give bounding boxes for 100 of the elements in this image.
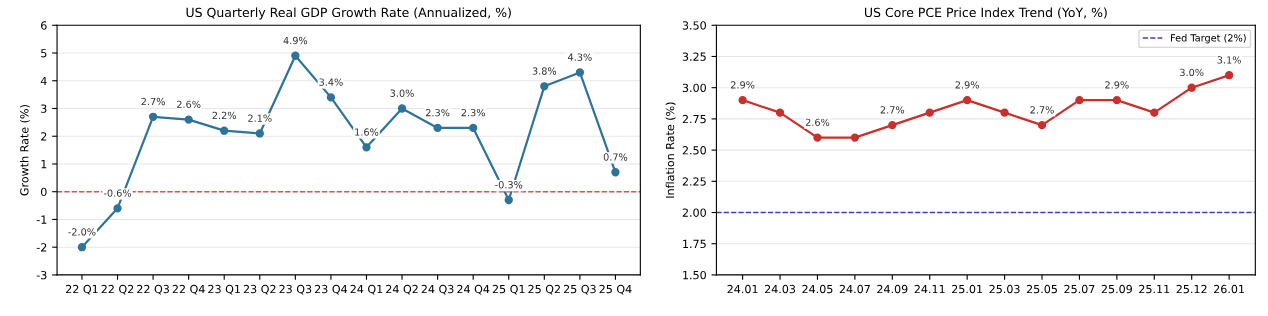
point xyxy=(77,243,87,252)
data-label: 2.3% xyxy=(461,108,485,117)
x-tick-label: 25.12 xyxy=(1176,284,1207,294)
y-tick-label: 1.50 xyxy=(683,270,706,280)
data-label: 3.4% xyxy=(319,78,343,86)
point xyxy=(1037,120,1047,130)
point xyxy=(962,96,972,105)
point xyxy=(738,96,747,105)
x-tick-label: 25.09 xyxy=(1101,284,1132,294)
y-axis-title: Inflation Rate (%) xyxy=(665,102,676,198)
y-axis-title: Growth Rate (%) xyxy=(19,105,30,196)
y-tick-label: -2 xyxy=(36,243,47,252)
x-tick-label: 23 Q2 xyxy=(243,284,276,295)
x-tick-label: 24 Q3 xyxy=(421,284,454,295)
point xyxy=(611,168,620,177)
x-tick-label: 24.11 xyxy=(914,284,945,294)
data-label: 4.9% xyxy=(283,36,308,45)
point xyxy=(148,112,158,121)
chart-title: US Quarterly Real GDP Growth Rate (Annualized, %) xyxy=(186,7,511,20)
point xyxy=(775,108,785,117)
data-label: 4.3% xyxy=(568,53,592,61)
data-label: 2.1% xyxy=(248,114,272,122)
y-tick-label: 4 xyxy=(40,76,47,85)
data-label: 3.0% xyxy=(390,89,414,97)
y-tick-label: 2.25 xyxy=(682,177,706,186)
y-tick-label: -3 xyxy=(36,270,47,280)
data-label: 2.7% xyxy=(880,106,905,114)
data-label: 2.9% xyxy=(1105,81,1129,89)
x-tick-label: 24 Q2 xyxy=(386,284,418,295)
point xyxy=(850,133,860,142)
x-tick-label: 23 Q1 xyxy=(208,284,240,295)
data-label: 1.6% xyxy=(355,128,379,136)
point xyxy=(1187,83,1196,92)
x-tick-label: 22 Q3 xyxy=(137,284,169,295)
point xyxy=(1000,108,1009,117)
y-tick-label: 1 xyxy=(41,160,47,169)
point xyxy=(813,133,822,142)
x-tick-label: 22 Q1 xyxy=(66,284,98,295)
x-tick-label: 25.05 xyxy=(1026,284,1057,294)
point xyxy=(1075,96,1084,105)
point xyxy=(925,108,934,117)
data-label: 2.3% xyxy=(425,108,450,117)
x-tick-label: 24.07 xyxy=(839,284,870,294)
x-tick-label: 24.01 xyxy=(727,284,758,294)
x-tick-label: 25.03 xyxy=(989,284,1020,294)
x-tick-label: 24 Q4 xyxy=(457,284,490,295)
x-tick-label: 25 Q3 xyxy=(563,284,596,295)
data-label: 2.6% xyxy=(177,100,201,108)
chart-title: US Core PCE Price Index Trend (YoY, %) xyxy=(864,7,1107,19)
point xyxy=(504,195,513,205)
y-tick-label: 2.50 xyxy=(682,146,706,155)
data-label: 0.7% xyxy=(603,153,628,161)
x-tick-label: 23 Q3 xyxy=(279,284,312,295)
y-tick-label: 3.25 xyxy=(682,52,706,61)
point xyxy=(1224,71,1234,80)
y-tick-label: 3.50 xyxy=(682,21,706,30)
point xyxy=(255,129,264,138)
data-label: -0.6% xyxy=(103,189,132,197)
point xyxy=(469,123,478,133)
x-tick-label: 22 Q4 xyxy=(172,284,205,295)
y-tick-label: -1 xyxy=(36,215,47,224)
point xyxy=(291,51,300,60)
x-tick-label: 25.07 xyxy=(1064,284,1095,294)
data-label: 2.9% xyxy=(955,81,979,89)
data-label: 3.8% xyxy=(532,67,557,75)
x-tick-label: 24.05 xyxy=(802,284,833,294)
point xyxy=(326,93,336,102)
point xyxy=(433,123,442,133)
data-label: 3.0% xyxy=(1180,68,1204,77)
legend-label: Fed Target (2%) xyxy=(1171,34,1246,44)
y-tick-label: 1.75 xyxy=(683,239,706,249)
point xyxy=(113,204,122,213)
point xyxy=(1112,96,1122,105)
point xyxy=(184,115,193,124)
y-tick-label: 2.00 xyxy=(682,208,706,217)
x-tick-label: 25 Q1 xyxy=(492,284,525,295)
data-label: -2.0% xyxy=(68,228,96,236)
data-label: -0.3% xyxy=(495,181,523,189)
data-label: 2.6% xyxy=(805,118,830,127)
x-tick-label: 23 Q4 xyxy=(314,284,348,295)
point xyxy=(362,143,371,152)
y-tick-label: 6 xyxy=(41,21,47,30)
x-tick-label: 24.09 xyxy=(877,284,908,294)
y-tick-label: 0 xyxy=(41,187,47,197)
x-tick-label: 25.11 xyxy=(1139,284,1170,294)
x-tick-label: 24.03 xyxy=(764,284,796,294)
data-label: 2.9% xyxy=(730,81,755,89)
y-tick-label: 3 xyxy=(41,104,47,113)
data-label: 3.1% xyxy=(1217,56,1241,64)
y-tick-label: 5 xyxy=(41,49,47,58)
point xyxy=(397,104,407,113)
y-tick-label: 2 xyxy=(41,132,47,141)
x-tick-label: 25 Q4 xyxy=(599,284,632,295)
y-tick-label: 2.75 xyxy=(682,114,706,124)
x-tick-label: 22 Q2 xyxy=(101,284,134,295)
data-label: 2.7% xyxy=(1030,106,1054,114)
point xyxy=(540,82,549,91)
point xyxy=(575,68,585,77)
point xyxy=(888,120,897,130)
data-label: 2.7% xyxy=(141,97,165,106)
